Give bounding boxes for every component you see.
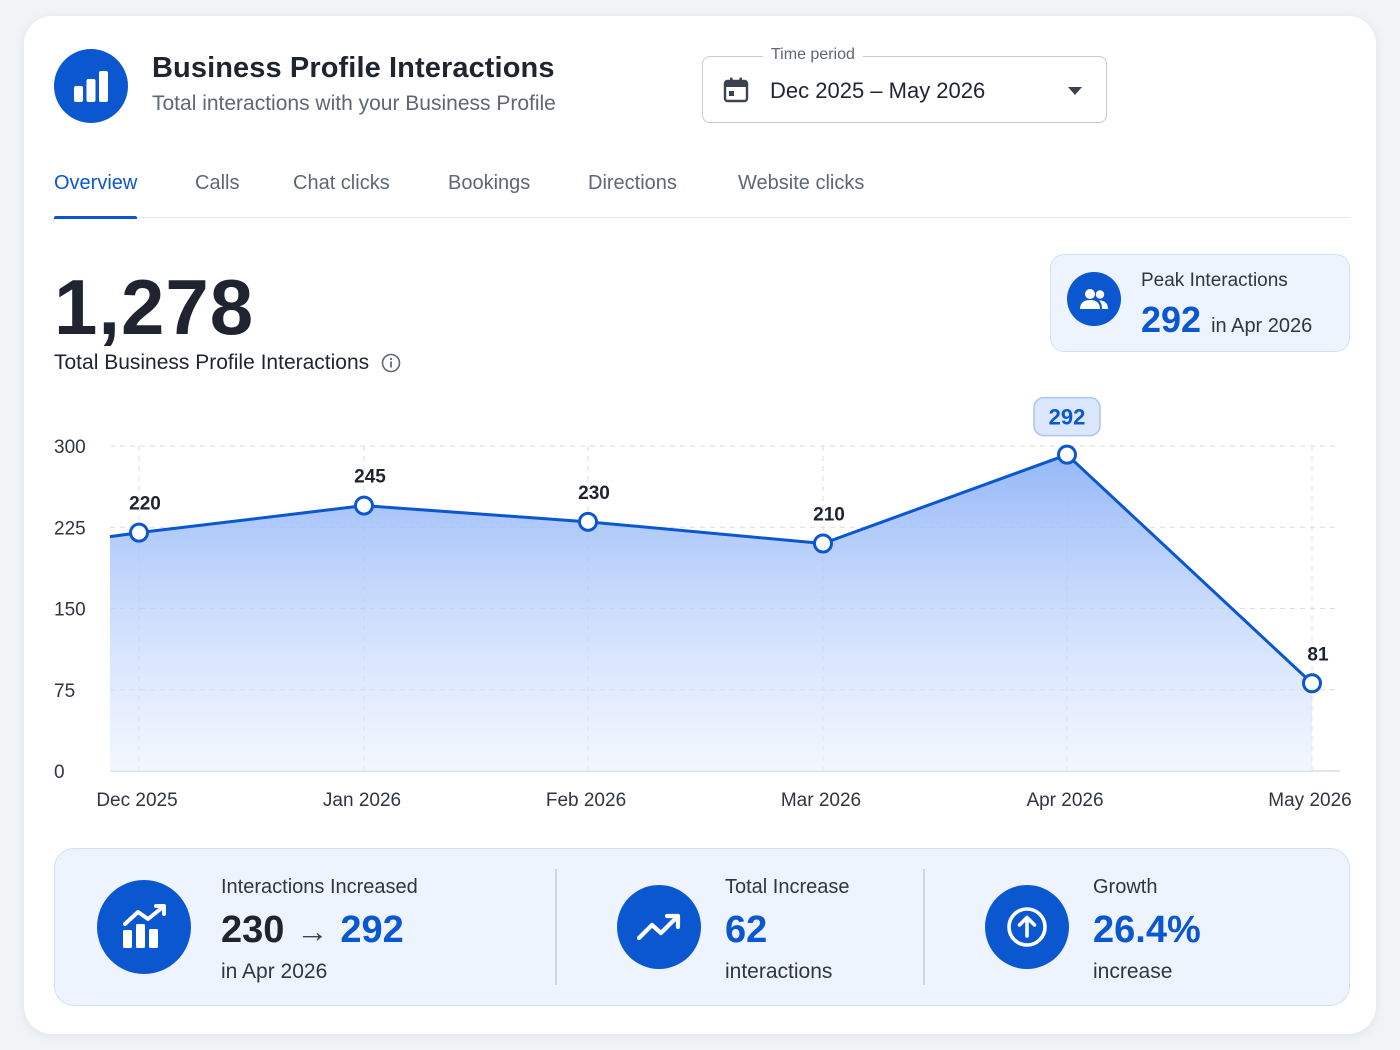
tab-bookings[interactable]: Bookings bbox=[448, 172, 531, 194]
data-label: 210 bbox=[813, 505, 845, 526]
bar-chart-icon bbox=[54, 49, 128, 123]
stats-panel: Interactions Increased 230 → 292 in Apr … bbox=[54, 848, 1350, 1006]
data-point bbox=[354, 495, 374, 516]
data-label: 220 bbox=[129, 494, 161, 515]
time-period-value: Dec 2025 – May 2026 bbox=[770, 78, 986, 103]
tab-overview[interactable]: Overview bbox=[54, 172, 138, 219]
chevron-down-icon bbox=[1068, 87, 1082, 95]
y-tick-label: 75 bbox=[54, 681, 75, 702]
x-tick-label: Jan 2026 bbox=[323, 790, 401, 811]
interactions-card: Business Profile Interactions Total inte… bbox=[24, 16, 1376, 1034]
arrow-up-circle-icon bbox=[985, 885, 1069, 969]
data-label: 245 bbox=[354, 467, 386, 488]
stat-increased-values: 230 → 292 bbox=[221, 909, 404, 952]
stat-increased-title: Interactions Increased bbox=[221, 876, 418, 898]
stat-total-increase-title: Total Increase bbox=[725, 876, 850, 898]
stat-from-value: 230 bbox=[221, 909, 285, 951]
data-point bbox=[578, 511, 598, 532]
total-interactions-value: 1,278 bbox=[54, 263, 255, 351]
peak-label-badge bbox=[1033, 396, 1101, 437]
page-title: Business Profile Interactions bbox=[152, 52, 555, 84]
stats-divider bbox=[923, 869, 925, 985]
series-area bbox=[110, 454, 1312, 771]
y-tick-label: 0 bbox=[54, 762, 65, 783]
stats-divider bbox=[555, 869, 557, 985]
peak-interactions-card: Peak Interactions 292 in Apr 2026 bbox=[1050, 254, 1350, 352]
x-tick-label: May 2026 bbox=[1268, 790, 1351, 811]
stat-growth-sub: increase bbox=[1093, 960, 1173, 983]
trending-up-icon bbox=[617, 885, 701, 969]
trending-bar-chart-icon bbox=[97, 880, 191, 974]
info-icon[interactable] bbox=[381, 353, 401, 373]
arrow-right-icon: → bbox=[296, 913, 329, 949]
peak-title: Peak Interactions bbox=[1141, 270, 1288, 291]
tab-website-clicks[interactable]: Website clicks bbox=[738, 172, 865, 194]
tab-chat-clicks[interactable]: Chat clicks bbox=[293, 172, 390, 194]
stat-growth-title: Growth bbox=[1093, 876, 1158, 898]
total-label-text: Total Business Profile Interactions bbox=[54, 351, 370, 374]
data-label: 292 bbox=[1049, 405, 1086, 430]
peak-value: 292 bbox=[1141, 299, 1202, 340]
x-tick-label: Feb 2026 bbox=[546, 790, 626, 811]
data-point bbox=[129, 522, 149, 543]
stat-to-value: 292 bbox=[340, 909, 404, 951]
data-label: 230 bbox=[578, 483, 610, 504]
total-interactions-label: Total Business Profile Interactions bbox=[54, 351, 401, 375]
y-tick-label: 150 bbox=[54, 600, 86, 621]
x-tick-label: Dec 2025 bbox=[96, 790, 177, 811]
y-tick-label: 225 bbox=[54, 518, 86, 539]
stat-total-increase-sub: interactions bbox=[725, 960, 833, 983]
calendar-icon bbox=[723, 77, 749, 108]
peak-month: in Apr 2026 bbox=[1211, 315, 1313, 337]
time-period-select[interactable]: Time period Dec 2025 – May 2026 bbox=[702, 46, 1107, 123]
people-icon bbox=[1067, 272, 1121, 326]
x-tick-label: Mar 2026 bbox=[781, 790, 861, 811]
x-tick-label: Apr 2026 bbox=[1026, 790, 1103, 811]
page-subtitle: Total interactions with your Business Pr… bbox=[152, 92, 556, 115]
stat-increased-sub: in Apr 2026 bbox=[221, 960, 328, 983]
tab-calls[interactable]: Calls bbox=[195, 172, 240, 194]
y-tick-label: 300 bbox=[54, 437, 86, 458]
data-label: 81 bbox=[1307, 644, 1329, 665]
tab-bar: Overview Calls Chat clicks Bookings Dire… bbox=[54, 166, 1350, 219]
data-point bbox=[813, 533, 833, 554]
interactions-area-chart: 0 75 150 225 300 Dec 2025 Jan 2026 Feb 2026 Mar … bbox=[54, 396, 1352, 811]
time-period-label: Time period bbox=[763, 46, 863, 64]
data-point bbox=[1302, 673, 1322, 694]
stat-total-increase-value: 62 bbox=[725, 909, 768, 951]
stat-growth-value: 26.4% bbox=[1093, 909, 1201, 951]
tab-directions[interactable]: Directions bbox=[588, 172, 677, 194]
data-point bbox=[1057, 444, 1077, 465]
